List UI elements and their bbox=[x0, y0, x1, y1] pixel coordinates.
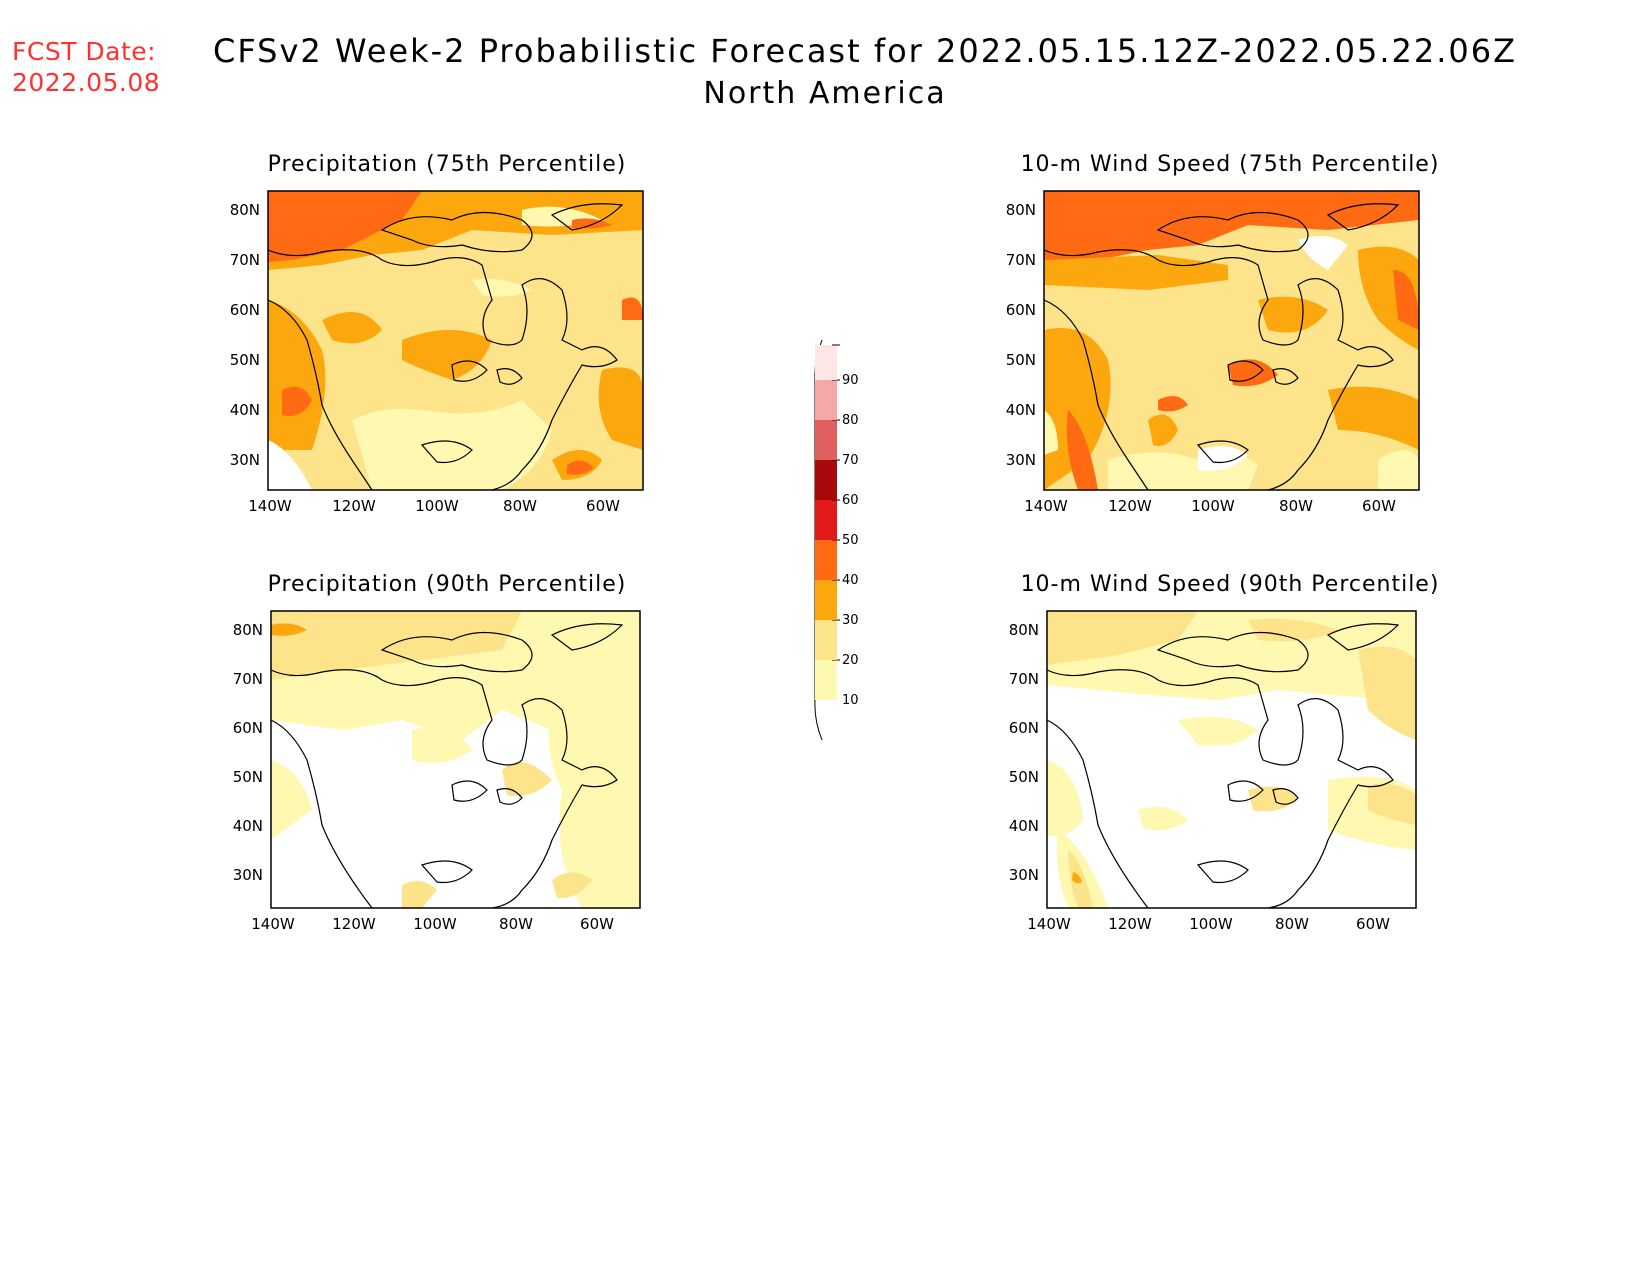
lat-label: 80N bbox=[1009, 621, 1039, 639]
colorbar-label: 50 bbox=[842, 533, 859, 548]
lat-label: 50N bbox=[1006, 351, 1036, 369]
colorbar-swatch bbox=[815, 580, 837, 620]
map-panel-precip-90: 80N 70N 60N 50N 40N 30N 140W 120W 100W 8… bbox=[233, 610, 641, 933]
forecast-date-value: 2022.05.08 bbox=[12, 68, 161, 97]
lat-label: 70N bbox=[1006, 251, 1036, 269]
colorbar-labels: 90 80 70 60 50 40 30 20 10 bbox=[842, 373, 859, 708]
lat-label: 80N bbox=[1006, 201, 1036, 219]
lon-axis: 140W 120W 100W 80W 60W bbox=[1024, 497, 1396, 515]
lon-label: 120W bbox=[1108, 915, 1152, 933]
lon-axis: 140W 120W 100W 80W 60W bbox=[248, 497, 620, 515]
lon-label: 140W bbox=[251, 915, 295, 933]
lat-label: 80N bbox=[233, 621, 263, 639]
panel-title-precip-75: Precipitation (75th Percentile) bbox=[267, 152, 627, 177]
lat-label: 50N bbox=[233, 768, 263, 786]
lon-axis: 140W 120W 100W 80W 60W bbox=[251, 915, 614, 933]
lon-label: 120W bbox=[332, 497, 376, 515]
main-title-text: CFSv2 Week-2 Probabilistic Forecast for … bbox=[212, 32, 1518, 70]
lon-label: 80W bbox=[499, 915, 533, 933]
lat-label: 50N bbox=[1009, 768, 1039, 786]
map-panel-wind-90: 80N 70N 60N 50N 40N 30N 140W 120W 100W 8… bbox=[1009, 610, 1417, 933]
page-title: CFSv2 Week-2 Probabilistic Forecast for … bbox=[0, 32, 1650, 111]
lat-label: 40N bbox=[1006, 401, 1036, 419]
lat-label: 70N bbox=[233, 670, 263, 688]
lon-label: 80W bbox=[1275, 915, 1309, 933]
lon-label: 80W bbox=[503, 497, 537, 515]
lat-label: 60N bbox=[1009, 719, 1039, 737]
map-panel-precip-75: 80N 70N 60N 50N 40N 30N 140W 120W 100W 8… bbox=[230, 190, 644, 515]
forecast-date-label: FCST Date: bbox=[12, 37, 157, 66]
lat-label: 60N bbox=[230, 301, 260, 319]
colorbar-swatches bbox=[815, 344, 840, 700]
lon-label: 60W bbox=[1362, 497, 1396, 515]
lon-label: 60W bbox=[1356, 915, 1390, 933]
lon-axis: 140W 120W 100W 80W 60W bbox=[1027, 915, 1390, 933]
lat-label: 70N bbox=[1009, 670, 1039, 688]
colorbar-label: 20 bbox=[842, 653, 859, 668]
lat-label: 40N bbox=[230, 401, 260, 419]
lon-label: 60W bbox=[580, 915, 614, 933]
lon-label: 140W bbox=[1027, 915, 1071, 933]
lat-label: 60N bbox=[1006, 301, 1036, 319]
lat-axis: 80N 70N 60N 50N 40N 30N bbox=[1006, 201, 1036, 469]
panel-title-wind-90: 10-m Wind Speed (90th Percentile) bbox=[1020, 572, 1440, 597]
colorbar-label: 70 bbox=[842, 453, 859, 468]
lat-label: 30N bbox=[230, 451, 260, 469]
lat-axis: 80N 70N 60N 50N 40N 30N bbox=[1009, 621, 1039, 884]
colorbar-label: 90 bbox=[842, 373, 859, 388]
colorbar-swatch bbox=[815, 620, 837, 660]
colorbar-swatch bbox=[815, 460, 837, 500]
lat-axis: 80N 70N 60N 50N 40N 30N bbox=[230, 201, 260, 469]
lat-label: 60N bbox=[233, 719, 263, 737]
forecast-date-block: FCST Date: 2022.05.08 bbox=[12, 36, 160, 98]
lon-label: 100W bbox=[413, 915, 457, 933]
lat-axis: 80N 70N 60N 50N 40N 30N bbox=[233, 621, 263, 884]
colorbar-label: 80 bbox=[842, 413, 859, 428]
lon-label: 120W bbox=[1108, 497, 1152, 515]
lon-label: 120W bbox=[332, 915, 376, 933]
panel-title-wind-75: 10-m Wind Speed (75th Percentile) bbox=[1020, 152, 1440, 177]
lat-label: 50N bbox=[230, 351, 260, 369]
colorbar-label: 30 bbox=[842, 613, 859, 628]
colorbar-label: 60 bbox=[842, 493, 859, 508]
lat-label: 30N bbox=[233, 866, 263, 884]
main-subtitle: North America bbox=[703, 76, 947, 111]
colorbar-swatch bbox=[815, 380, 837, 420]
coastline-outline bbox=[268, 203, 624, 490]
lon-label: 80W bbox=[1279, 497, 1313, 515]
lat-label: 40N bbox=[233, 817, 263, 835]
lon-label: 100W bbox=[1189, 915, 1233, 933]
lat-label: 70N bbox=[230, 251, 260, 269]
lon-label: 140W bbox=[1024, 497, 1068, 515]
lon-label: 100W bbox=[415, 497, 459, 515]
map-panel-wind-75: 80N 70N 60N 50N 40N 30N 140W 120W 100W 8… bbox=[1006, 190, 1420, 515]
colorbar-label: 10 bbox=[842, 693, 859, 708]
panel-title-precip-90: Precipitation (90th Percentile) bbox=[267, 572, 627, 597]
lat-label: 30N bbox=[1009, 866, 1039, 884]
colorbar-swatch bbox=[815, 540, 837, 580]
lon-label: 60W bbox=[586, 497, 620, 515]
lat-label: 30N bbox=[1006, 451, 1036, 469]
colorbar-swatch bbox=[815, 660, 837, 700]
colorbar-swatch bbox=[815, 420, 837, 460]
lon-label: 140W bbox=[248, 497, 292, 515]
colorbar: 90 80 70 60 50 40 30 20 10 bbox=[814, 339, 859, 741]
colorbar-swatch bbox=[815, 345, 837, 380]
lat-label: 40N bbox=[1009, 817, 1039, 835]
map-frame bbox=[267, 190, 644, 491]
lon-label: 100W bbox=[1191, 497, 1235, 515]
lat-label: 80N bbox=[230, 201, 260, 219]
colorbar-swatch bbox=[815, 500, 837, 540]
colorbar-label: 40 bbox=[842, 573, 859, 588]
